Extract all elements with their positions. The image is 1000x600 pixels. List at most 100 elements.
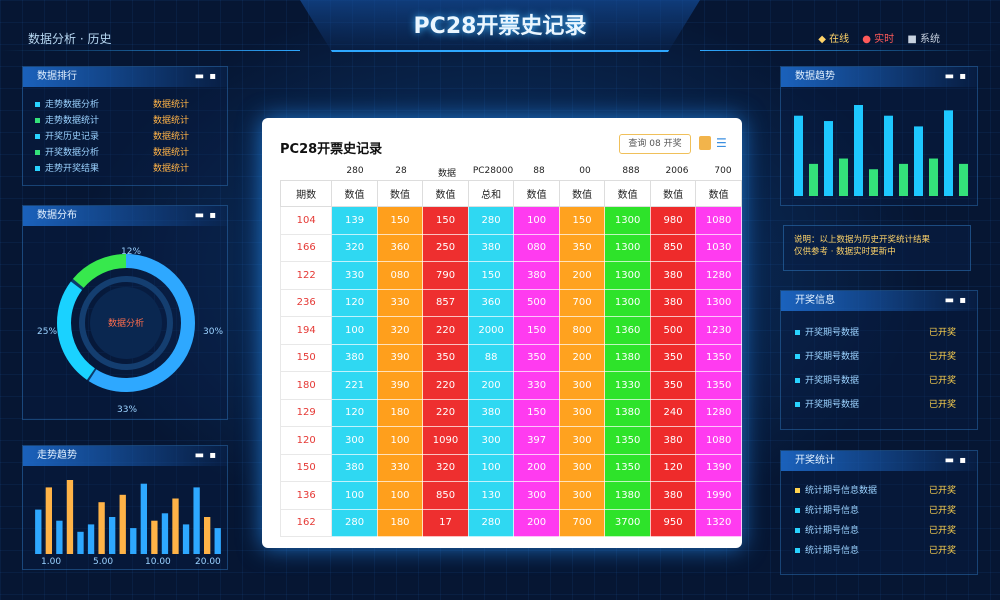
value-cell: 1300	[604, 233, 651, 262]
list-item[interactable]: 走势数据统计	[35, 115, 99, 127]
value-cell: 300	[513, 481, 560, 510]
column-header[interactable]: 数值	[604, 180, 651, 207]
trend-bar-chart	[35, 480, 221, 554]
chart-bar	[161, 513, 169, 554]
list-value: 已开奖	[929, 506, 957, 516]
table-row[interactable]: 122 330 080 790 150 380 200 1300 380 1280	[279, 261, 742, 290]
value-cell: 180	[376, 508, 424, 537]
value-cell: 350	[513, 343, 560, 372]
table-row[interactable]: 180 221 390 220 200 330 300 1330 350 1350	[279, 371, 742, 400]
table-row[interactable]: 136 100 100 850 130 300 300 1380 380 1990	[279, 481, 742, 510]
table-row[interactable]: 150 380 330 320 100 200 300 1350 120 1390	[279, 453, 742, 482]
column-header[interactable]: 数值	[649, 180, 697, 207]
value-cell: 200	[558, 261, 606, 290]
chart-bar	[854, 105, 863, 196]
more-icon[interactable]: ▬ ▪	[944, 71, 967, 82]
bullet-icon	[35, 166, 40, 171]
list-item[interactable]: 统计期号信息	[795, 545, 859, 557]
value-cell: 2000	[467, 316, 515, 345]
more-icon[interactable]: ▬ ▪	[944, 295, 967, 306]
value-cell: 88	[467, 343, 515, 372]
chart-bar	[884, 115, 893, 196]
list-item[interactable]: 统计期号信息	[795, 505, 859, 517]
column-header[interactable]: 数值	[422, 180, 469, 207]
value-cell: 1360	[604, 316, 651, 345]
list-value: 已开奖	[929, 376, 957, 386]
value-cell: 1300	[604, 261, 651, 290]
value-cell: 150	[467, 261, 515, 290]
list-item[interactable]: 开奖期号数据	[795, 375, 859, 387]
panel-title: 开奖信息 ▬ ▪	[781, 291, 977, 311]
more-icon[interactable]: ▬ ▪	[194, 450, 217, 461]
value-cell: 1280	[695, 398, 742, 427]
value-cell: 280	[467, 508, 515, 537]
group-label: 2006	[665, 166, 689, 176]
list-item[interactable]: 统计期号信息	[795, 525, 859, 537]
list-item[interactable]: 开奖数据分析	[35, 147, 99, 159]
more-icon[interactable]: ▬ ▪	[194, 71, 217, 82]
table-row[interactable]: 162 280 180 17 280 200 700 3700 950 1320	[279, 508, 742, 537]
column-header[interactable]: 数值	[558, 180, 606, 207]
table-row[interactable]: 129 120 180 220 380 150 300 1380 240 1280	[279, 398, 742, 427]
table-row[interactable]: 150 380 390 350 88 350 200 1380 350 1350	[279, 343, 742, 372]
table-row[interactable]: 104 139 150 150 280 100 150 1300 980 1080	[279, 206, 742, 235]
column-header[interactable]: 期数	[279, 180, 333, 207]
panel-title: 开奖统计 ▬ ▪	[781, 451, 977, 471]
value-cell: 1080	[695, 206, 742, 235]
chart-bar	[77, 531, 84, 554]
list-item[interactable]: 开奖历史记录	[35, 131, 99, 143]
table-row[interactable]: 166 320 360 250 380 080 350 1300 850 1030	[279, 233, 742, 262]
value-cell: 1350	[695, 343, 742, 372]
list-item[interactable]: 开奖期号数据	[795, 399, 859, 411]
list-item[interactable]: 开奖期号数据	[795, 351, 859, 363]
list-value: 已开奖	[929, 526, 957, 536]
value-cell: 100	[376, 426, 424, 455]
chart-bar	[944, 110, 953, 196]
period-cell: 150	[279, 343, 333, 372]
value-cell: 100	[331, 481, 378, 510]
value-cell: 120	[331, 288, 378, 317]
axis-label: 1.00	[41, 557, 62, 567]
results-card: PC28开票史记录 查询 08 开奖 ☰ 280 28 数据 PC28000 88 00 8…	[262, 118, 742, 548]
value-cell: 1390	[695, 453, 742, 482]
lock-icon[interactable]	[699, 136, 711, 150]
chart-bar	[869, 169, 878, 196]
value-cell: 150	[422, 206, 469, 235]
list-item[interactable]: 统计期号信息数据	[795, 485, 877, 497]
more-icon[interactable]: ▬ ▪	[944, 455, 967, 466]
value-cell: 1300	[604, 206, 651, 235]
period-cell: 122	[279, 261, 333, 290]
chart-bar	[193, 487, 200, 554]
value-cell: 360	[467, 288, 515, 317]
value-cell: 1080	[695, 426, 742, 455]
column-header[interactable]: 数值	[331, 180, 378, 207]
group-label: 280	[346, 166, 364, 176]
chart-bar	[182, 524, 190, 554]
header-line-left	[0, 50, 300, 51]
list-item[interactable]: 走势开奖结果	[35, 163, 99, 175]
column-header[interactable]: 总和	[467, 180, 515, 207]
menu-icon[interactable]: ☰	[716, 136, 727, 150]
value-cell: 300	[558, 371, 606, 400]
donut-label: 30%	[203, 327, 224, 337]
table-row[interactable]: 120 300 100 1090 300 397 300 1350 380 1080	[279, 426, 742, 455]
value-cell: 790	[422, 261, 469, 290]
column-header[interactable]: 数值	[695, 180, 742, 207]
list-item[interactable]: 开奖期号数据	[795, 327, 859, 339]
search-box[interactable]: 查询 08 开奖	[619, 134, 691, 154]
chart-bar	[929, 158, 938, 196]
more-icon[interactable]: ▬ ▪	[194, 210, 217, 221]
list-value: 已开奖	[929, 546, 957, 556]
list-item[interactable]: 走势数据分析	[35, 99, 99, 111]
table-row[interactable]: 194 100 320 220 2000 150 800 1360 500 1230	[279, 316, 742, 345]
period-cell: 194	[279, 316, 333, 345]
chart-bar	[824, 121, 833, 196]
column-header[interactable]: 数值	[513, 180, 560, 207]
panel-title: 数据排行 ▬ ▪	[23, 67, 227, 87]
value-cell: 1350	[604, 426, 651, 455]
table-row[interactable]: 236 120 330 857 360 500 700 1300 380 1300	[279, 288, 742, 317]
value-cell: 120	[331, 398, 378, 427]
chart-bar	[98, 502, 105, 554]
column-header[interactable]: 数值	[376, 180, 424, 207]
chart-bar	[119, 494, 126, 554]
